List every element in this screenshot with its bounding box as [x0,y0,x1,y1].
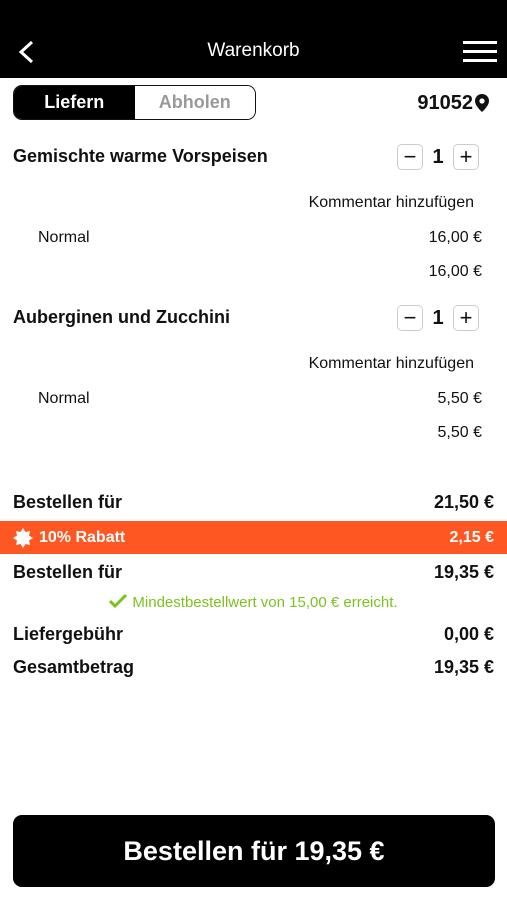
header: Warenkorb [0,0,507,78]
back-button[interactable] [16,40,38,64]
variant: Normal [38,229,90,246]
comment-link[interactable]: Kommentar hinzufügen [308,194,474,211]
postcode[interactable]: 91052 [417,92,473,114]
order-button[interactable]: Bestellen für 19,35 € [13,815,495,887]
toggle-option[interactable]: Liefern [14,86,135,119]
item-name: Auberginen und Zucchini [13,307,230,327]
subtotal-label: Bestellen für [13,492,123,512]
variant-price: 16,00 € [428,229,482,246]
subtotal-value: 21,50 € [433,492,494,512]
total-label: Gesamtbetrag [13,657,135,677]
variant-price: 5,50 € [437,390,482,407]
menu-button[interactable] [463,40,497,64]
increase-button[interactable]: + [453,305,479,331]
delivery-toggle: Liefern Abholen [13,85,256,120]
quantity-stepper: −1 + [397,305,479,331]
decrease-button[interactable]: − [397,305,423,331]
quantity: 1 [432,145,444,168]
discount-icon [13,528,33,548]
increase-button[interactable]: + [453,144,479,170]
quantity-stepper: −1 + [397,144,479,170]
discount-bar: 10% Rabatt 2,15 € [0,521,507,554]
title: Warenkorb [207,40,300,61]
delivery-fee-value: 0,00 € [443,624,494,644]
after-discount-value: 19,35 € [433,562,494,582]
discount-value: 2,15 € [449,529,494,546]
item-name: Gemischte warme Vorspeisen [13,146,268,166]
total-value: 19,35 € [433,657,494,677]
item-total: 5,50 € [437,424,482,441]
delivery-fee-label: Liefergebühr [13,624,124,644]
minimum-notice-text: Mindestbestellwert von 15,00 € erreicht. [132,594,398,611]
minimum-notice: Mindestbestellwert von 15,00 € erreicht. [0,593,507,611]
check-icon [109,593,128,609]
discount-label: 10% Rabatt [39,529,126,546]
location-icon [475,94,489,112]
after-discount-label: Bestellen für [13,562,123,582]
quantity: 1 [432,306,444,329]
comment-link[interactable]: Kommentar hinzufügen [308,355,474,372]
item-total: 16,00 € [428,263,482,280]
variant: Normal [38,390,90,407]
decrease-button[interactable]: − [397,144,423,170]
toggle-option[interactable]: Abholen [134,86,255,119]
